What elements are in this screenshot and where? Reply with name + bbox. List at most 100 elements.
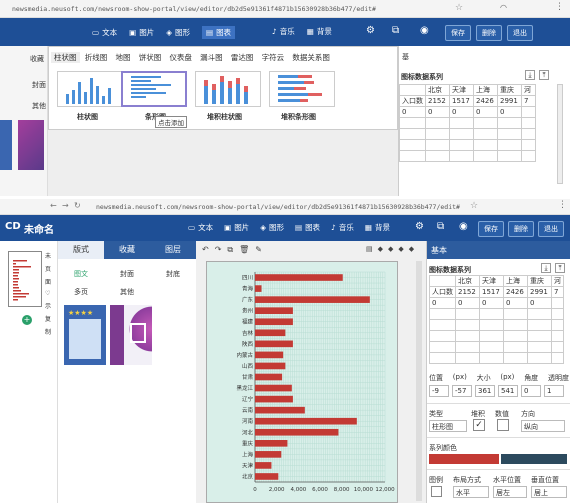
hpos-select[interactable]: 居左 xyxy=(493,486,527,498)
panel-item-cover[interactable]: 封面 xyxy=(120,270,134,278)
top-exit-button[interactable]: 退出 xyxy=(507,25,533,41)
angle-input[interactable]: 0 xyxy=(521,385,541,397)
export-icon[interactable]: ⤒ xyxy=(555,263,565,273)
undo-icon[interactable]: ↶ xyxy=(202,245,209,254)
reload-icon[interactable]: ↻ xyxy=(74,201,81,210)
direction-select[interactable]: 纵向 xyxy=(521,420,565,432)
pos-y-input[interactable]: -57 xyxy=(452,385,472,397)
brush-icon[interactable]: ✎ xyxy=(255,245,262,254)
layer-down-icon[interactable]: ◆ xyxy=(388,245,394,253)
top-nav-shape[interactable]: ◈ 图形 xyxy=(166,28,190,37)
width-input[interactable]: 361 xyxy=(475,385,495,397)
side-icon[interactable]: 制 xyxy=(45,329,52,336)
tab-line[interactable]: 折线图 xyxy=(84,53,108,62)
layer-up-icon[interactable]: ◆ xyxy=(377,245,384,253)
eye-icon[interactable]: ◉ xyxy=(459,221,468,232)
side-icon[interactable]: 示 xyxy=(45,303,52,310)
top-basic-tab[interactable]: 基 xyxy=(402,53,409,61)
chart-thumb-stacked-column[interactable] xyxy=(195,71,261,107)
tab-funnel[interactable]: 漏斗图 xyxy=(200,53,223,62)
menu-icon[interactable]: ⋮ xyxy=(555,2,564,12)
template-thumb[interactable] xyxy=(110,305,152,365)
canvas-scrollbar[interactable] xyxy=(416,261,422,501)
import-icon[interactable]: ⤓ xyxy=(541,263,551,273)
vpos-select[interactable]: 居上 xyxy=(531,486,567,498)
delete-icon[interactable]: 🗑 xyxy=(239,245,250,254)
panel-tab-layout[interactable]: 版式 xyxy=(58,241,104,259)
top-nav-music[interactable]: ♪ 音乐 xyxy=(272,27,295,36)
top-url[interactable]: newsmedia.neusoft.com/newsroom-show-port… xyxy=(12,5,376,13)
panel-item-text[interactable]: 图文 xyxy=(74,270,88,278)
bar-chart[interactable]: 四川青海广东贵州福建吉林陕西内蒙古山西甘肃黑龙江辽宁云南河南河北重庆上海天津北京… xyxy=(227,266,397,501)
panel-tab-layers[interactable]: 图层 xyxy=(165,245,181,254)
tab-pie[interactable]: 饼状图 xyxy=(138,53,162,62)
side-icon[interactable]: 页 xyxy=(45,266,52,273)
forward-icon[interactable]: → xyxy=(62,201,69,210)
panel-tab-favorites[interactable]: 收藏 xyxy=(119,245,135,254)
chart-thumb-column[interactable] xyxy=(57,71,123,107)
page-thumb[interactable] xyxy=(8,251,42,307)
template-thumb[interactable] xyxy=(18,120,44,170)
layout-select[interactable]: 水平 xyxy=(453,486,489,498)
settings-icon[interactable]: ⚙ xyxy=(366,25,375,36)
align-icon[interactable]: ▤ xyxy=(366,245,373,253)
top-delete-button[interactable]: 删除 xyxy=(476,25,502,41)
nav-music[interactable]: ♪ 音乐 xyxy=(331,223,354,232)
tab-basic[interactable]: 基本 xyxy=(431,246,447,255)
tab-relation[interactable]: 数据关系图 xyxy=(292,53,330,62)
redo-icon[interactable]: ↷ xyxy=(214,245,222,254)
top-nav-text[interactable]: ▭ 文本 xyxy=(92,28,118,37)
save-button[interactable]: 保存 xyxy=(478,221,504,237)
side-icon[interactable]: 未 xyxy=(45,253,52,260)
back-icon[interactable]: ← xyxy=(50,201,57,210)
canvas-page[interactable]: 四川 青海 广东 贵州 福建 吉林 陕西 内蒙古 山西 甘肃 黑龙江 辽宁 云南 河南 河北 重庆 上海 天津 北京… xyxy=(206,261,398,503)
stack-checkbox[interactable]: ✓ xyxy=(473,419,485,431)
top-nav-background[interactable]: ▦ 背景 xyxy=(306,27,332,36)
export-icon[interactable]: ⤒ xyxy=(539,70,549,80)
eye-icon[interactable]: ◉ xyxy=(420,25,429,36)
nav-chart[interactable]: ▤ 图表 xyxy=(294,223,321,232)
tab-map[interactable]: 地图 xyxy=(115,53,131,62)
chart-thumb-stacked-bar[interactable] xyxy=(269,71,335,107)
tab-bar[interactable]: 柱状图 xyxy=(51,52,80,63)
heart-icon[interactable]: ♡ xyxy=(45,290,51,297)
tab-gauge[interactable]: 仪表盘 xyxy=(169,53,192,62)
value-checkbox[interactable] xyxy=(497,419,509,431)
top-left-tab[interactable]: 收藏 xyxy=(30,55,44,63)
legend-checkbox[interactable] xyxy=(431,486,442,497)
nav-text[interactable]: ▭ 文本 xyxy=(188,223,214,232)
side-icon[interactable]: 复 xyxy=(45,316,52,323)
top-scrollbar[interactable] xyxy=(557,84,563,184)
series-color-swatch-0[interactable] xyxy=(429,454,499,464)
bottom-url[interactable]: newsmedia.neusoft.com/newsroom-show-port… xyxy=(96,203,460,211)
chart-thumb-bar[interactable] xyxy=(121,71,187,107)
layer-bottom-icon[interactable]: ◆ xyxy=(408,245,415,253)
menu-icon[interactable]: ⋮ xyxy=(558,200,567,210)
top-nav-chart[interactable]: ▤ 图表 xyxy=(201,26,236,39)
side-icon[interactable]: 面 xyxy=(45,279,52,286)
series-color-swatch-1[interactable] xyxy=(501,454,567,464)
star-icon[interactable]: ☆ xyxy=(455,3,464,13)
top-address-bar[interactable]: newsmedia.neusoft.com/newsroom-show-port… xyxy=(0,0,570,18)
panel-item-back[interactable]: 封底 xyxy=(166,270,180,278)
height-input[interactable]: 541 xyxy=(498,385,518,397)
opacity-input[interactable]: 1 xyxy=(544,385,564,397)
doc-title[interactable]: 未命名 xyxy=(24,225,54,236)
template-thumb[interactable]: ★★★★ xyxy=(64,305,106,365)
settings-icon[interactable]: ⚙ xyxy=(415,221,424,232)
bottom-address-bar[interactable]: ← → ↻ newsmedia.neusoft.com/newsroom-sho… xyxy=(0,199,570,215)
add-page-icon[interactable]: + xyxy=(22,315,32,325)
top-save-button[interactable]: 保存 xyxy=(445,25,471,41)
pos-x-input[interactable]: -9 xyxy=(429,385,449,397)
exit-button[interactable]: 退出 xyxy=(538,221,564,237)
delete-button[interactable]: 删除 xyxy=(508,221,534,237)
panel-item-other[interactable]: 其他 xyxy=(120,288,134,296)
top-left-item-1[interactable]: 其他 xyxy=(32,102,46,110)
import-icon[interactable]: ⤓ xyxy=(525,70,535,80)
nav-image[interactable]: ▣ 图片 xyxy=(224,223,250,232)
layer-top-icon[interactable]: ◆ xyxy=(398,245,404,253)
top-nav-image[interactable]: ▣ 图片 xyxy=(129,28,155,37)
type-select[interactable]: 柱形图 xyxy=(429,420,467,432)
star-icon[interactable]: ☆ xyxy=(470,201,479,211)
